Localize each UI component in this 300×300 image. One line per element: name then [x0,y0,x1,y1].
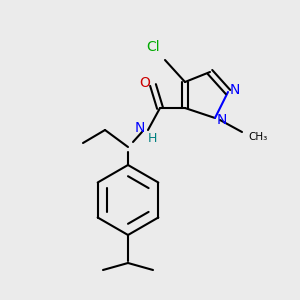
Text: N: N [230,83,240,97]
Text: N: N [135,121,145,135]
Text: O: O [140,76,150,90]
Text: CH₃: CH₃ [248,132,267,142]
Text: Cl: Cl [146,40,160,54]
Text: N: N [217,113,227,127]
Text: H: H [147,131,157,145]
